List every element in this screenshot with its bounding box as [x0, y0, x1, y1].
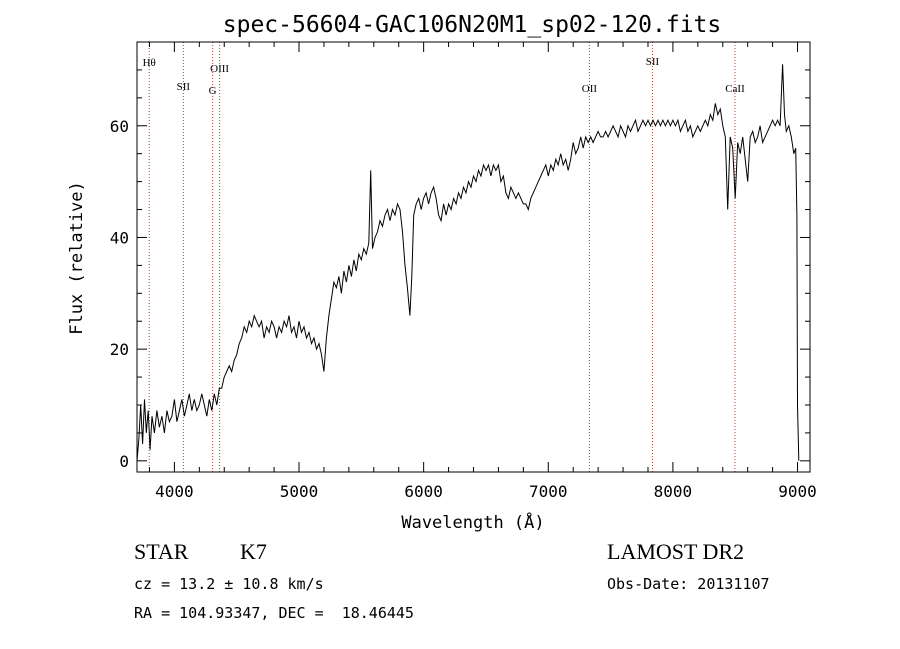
y-tick-label: 0 [119, 452, 129, 471]
spectral-line-label: SII [177, 81, 191, 93]
x-tick-label: 5000 [280, 482, 319, 501]
x-tick-label: 4000 [155, 482, 194, 501]
observation-date: Obs-Date: 20131107 [607, 575, 770, 593]
axis-ticks: 4000 5000 6000 7000 8000 9000 0 20 40 60 [110, 41, 817, 501]
y-tick-label: 60 [110, 117, 129, 136]
x-tick-label: 7000 [529, 482, 568, 501]
y-tick-label: 20 [110, 340, 129, 359]
spectral-line-label: OII [582, 83, 598, 95]
chart-title: spec-56604-GAC106N20M1_sp02-120.fits [223, 12, 722, 38]
survey-name: LAMOST DR2 [607, 539, 745, 564]
object-subclass: K7 [240, 539, 267, 564]
spectral-line-label: Hθ [143, 57, 156, 69]
y-tick-label: 40 [110, 228, 129, 247]
y-axis-label: Flux (relative) [67, 181, 87, 335]
coordinates-text: RA = 104.93347, DEC = 18.46445 [134, 604, 414, 622]
x-tick-label: 8000 [654, 482, 693, 501]
spectral-line-label: G [209, 85, 217, 97]
x-tick-label: 6000 [404, 482, 443, 501]
spectral-line-label: CaII [725, 83, 745, 95]
spectral-line-markers: Hθ SII OIII G OII SII CaII [143, 42, 745, 472]
object-class: STAR [134, 539, 189, 564]
plot-frame [136, 41, 811, 473]
x-axis-label: Wavelength (Å) [401, 511, 544, 533]
x-tick-label: 9000 [778, 482, 817, 501]
spectrum-series-line [136, 64, 800, 461]
redshift-text: cz = 13.2 ± 10.8 km/s [134, 575, 324, 593]
spectral-line-label: OIII [210, 63, 229, 75]
spectral-line-label: SII [646, 56, 660, 68]
